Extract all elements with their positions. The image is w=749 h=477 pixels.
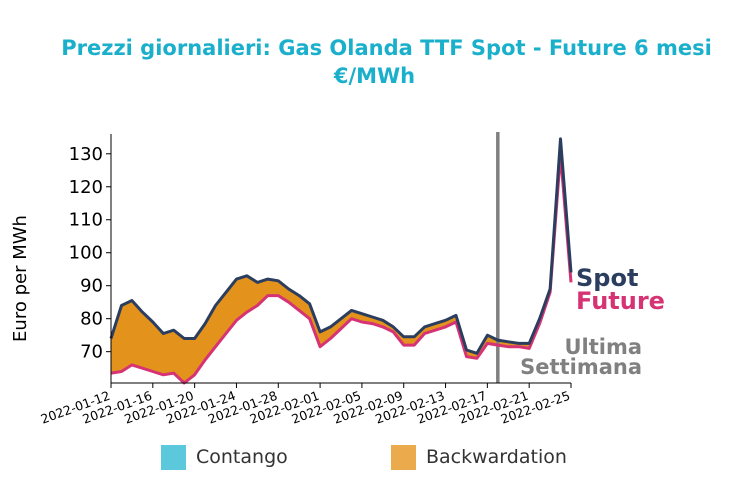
y-axis-label: Euro per MWh (10, 215, 31, 342)
chart-title: Prezzi giornalieri: Gas Olanda TTF Spot … (61, 36, 712, 60)
chart-subtitle-unit: €/MWh (333, 64, 416, 88)
y-tick-label: 80 (80, 309, 103, 330)
spot-series-line (109, 137, 573, 355)
legend-label-backwardation: Backwardation (426, 446, 567, 468)
y-tick-label: 70 (80, 342, 103, 363)
backwardation-swatch (391, 444, 416, 470)
series-line-layer (109, 132, 573, 385)
legend-item-backwardation: Backwardation (391, 443, 567, 471)
spot-label: Spot (576, 264, 638, 292)
y-tick-label: 120 (69, 177, 103, 198)
legend-label-contango: Contango (196, 446, 288, 468)
last-week-label-line2: Settimana (520, 355, 642, 379)
y-tick-label: 110 (69, 210, 103, 231)
future-label: Future (576, 287, 665, 315)
y-tick-label: 130 (69, 144, 103, 165)
contango-swatch (161, 444, 186, 470)
future-series-line (110, 152, 573, 385)
legend-item-contango: Contango (161, 443, 288, 471)
axes: 7080901001101201302022-01-122022-01-1620… (10, 134, 572, 427)
last-week-label-line1: Ultima (564, 335, 642, 359)
y-tick-label: 90 (80, 276, 103, 297)
y-tick-label: 100 (69, 243, 103, 264)
